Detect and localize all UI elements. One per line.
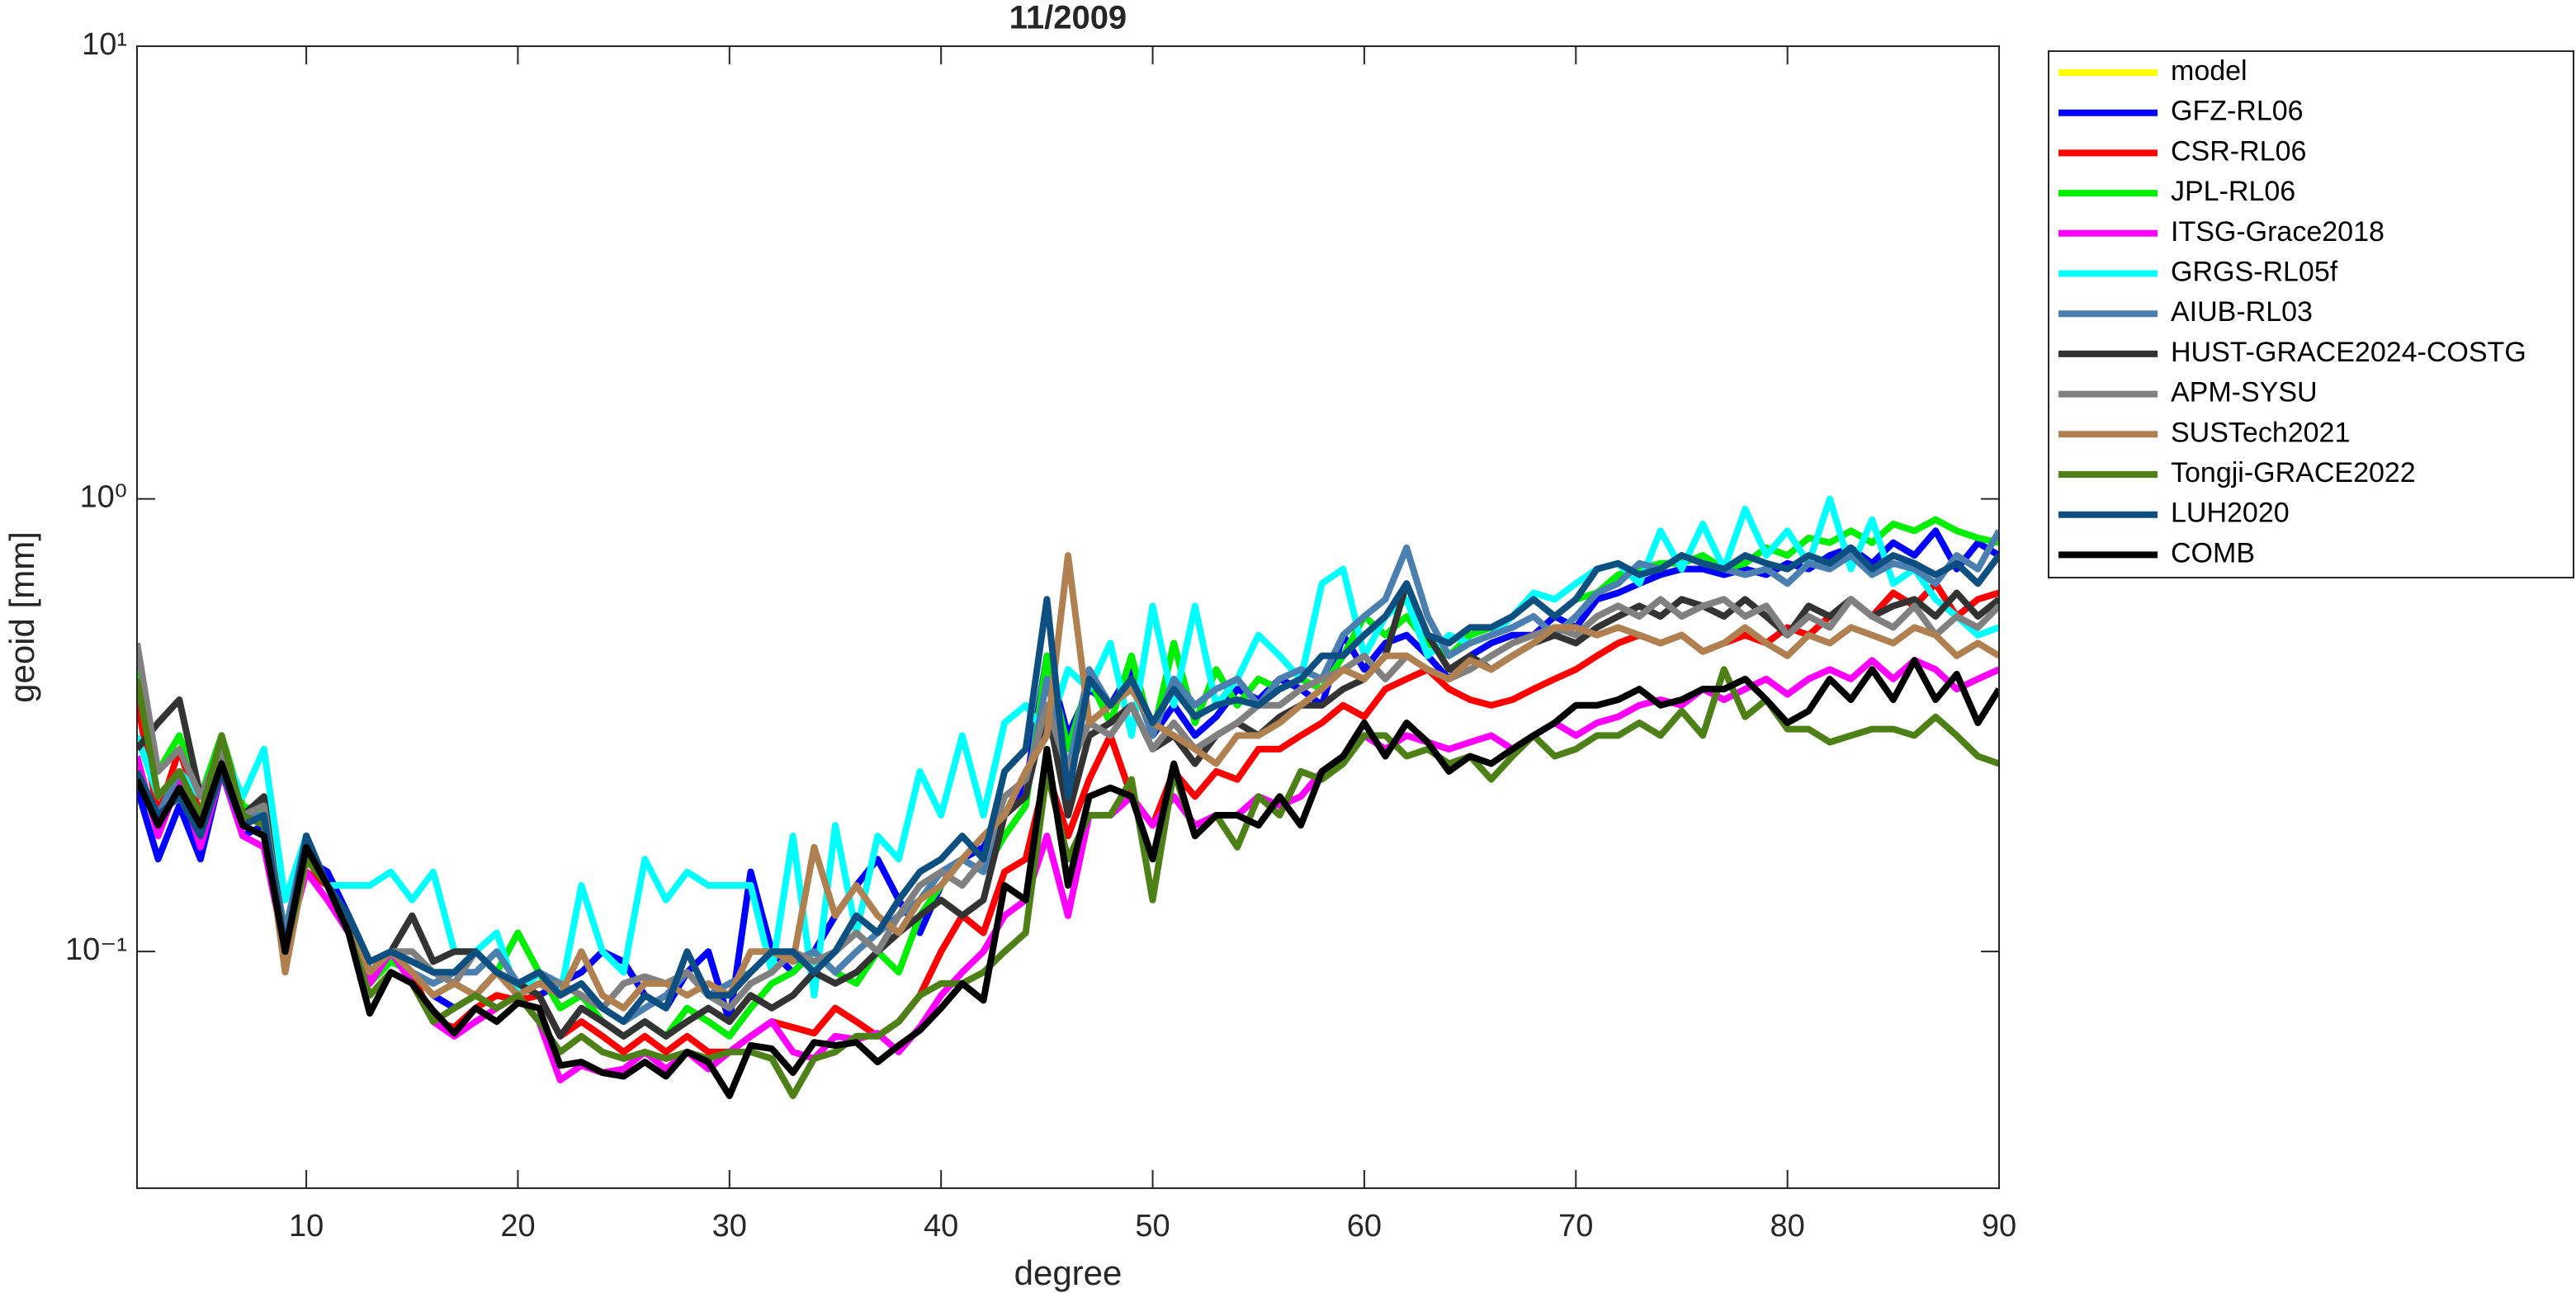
x-tick-label: 50 [1135, 1209, 1170, 1243]
legend-label: JPL-RL06 [2171, 176, 2295, 207]
x-tick-label: 90 [1982, 1209, 2016, 1243]
legend-label: GFZ-RL06 [2171, 96, 2304, 127]
plot-frame [136, 45, 2000, 1189]
y-axis-label: geoid [mm] [2, 531, 41, 703]
x-tick-label: 20 [500, 1209, 535, 1243]
legend-label: Tongji-GRACE2022 [2171, 457, 2416, 488]
legend-label: ITSG-Grace2018 [2171, 216, 2385, 248]
series-line [137, 657, 1999, 1099]
legend-label: LUH2020 [2171, 498, 2290, 529]
series-line [137, 544, 1999, 1026]
x-tick-label: 60 [1347, 1209, 1382, 1243]
series-line [137, 580, 1999, 1040]
y-tick-label: 10¹ [82, 27, 127, 62]
series-line [137, 495, 1999, 999]
x-tick-label: 70 [1558, 1209, 1593, 1243]
legend-label: APM-SYSU [2171, 377, 2318, 408]
x-axis-label: degree [1014, 1253, 1123, 1292]
chart-title: 11/2009 [1009, 0, 1127, 36]
y-tick-label: 10⁻¹ [65, 932, 127, 967]
legend-label: GRGS-RL05f [2171, 256, 2338, 287]
legend-label: HUST-GRACE2024-COSTG [2171, 337, 2526, 368]
legend-label: CSR-RL06 [2171, 135, 2306, 167]
legend-label: SUSTech2021 [2171, 417, 2350, 448]
series-line [137, 666, 1999, 1099]
series-line [137, 552, 1999, 1012]
legend-label: AIUB-RL03 [2171, 296, 2313, 328]
legend-label: COMB [2171, 537, 2255, 569]
x-tick-label: 30 [712, 1209, 747, 1243]
x-tick-label: 80 [1770, 1209, 1804, 1243]
x-tick-label: 40 [924, 1209, 958, 1243]
plot-lines [137, 495, 1999, 1099]
x-tick-label: 10 [289, 1209, 324, 1243]
legend-label: model [2171, 55, 2248, 87]
y-tick-label: 10⁰ [79, 480, 127, 515]
